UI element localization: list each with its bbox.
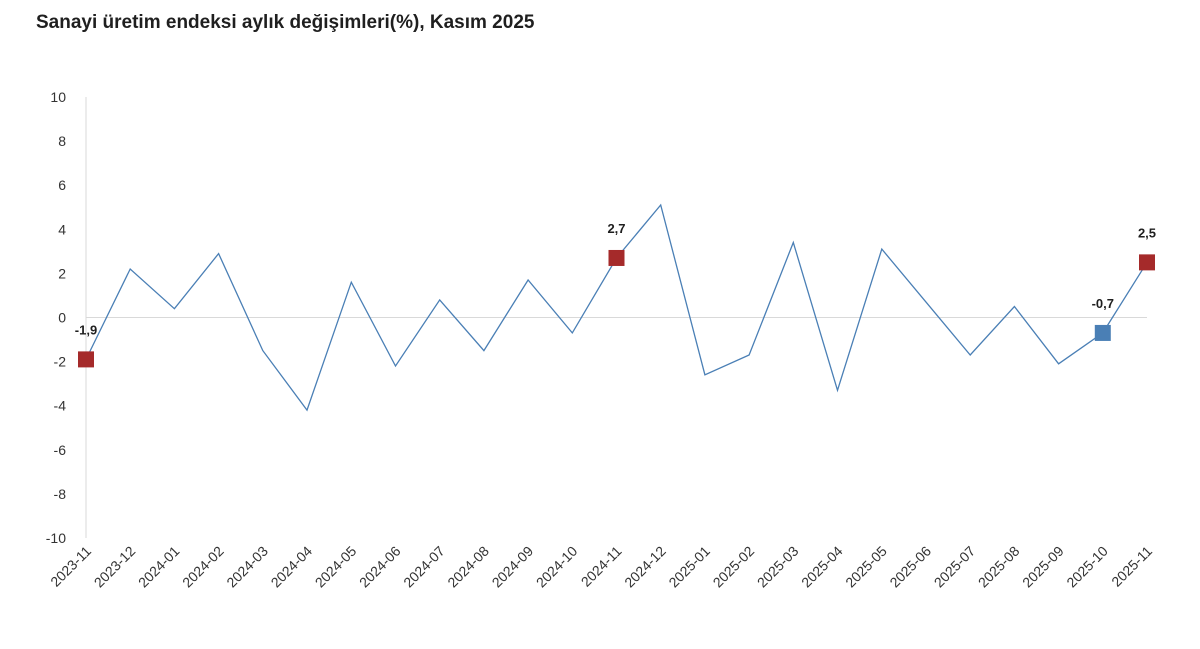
x-tick-label: 2024-05 [312, 543, 360, 591]
x-tick-label: 2024-07 [400, 543, 448, 591]
chart-title: Sanayi üretim endeksi aylık değişimleri(… [36, 12, 535, 33]
x-tick-label: 2023-11 [47, 543, 94, 590]
x-tick-label: 2025-10 [1063, 543, 1111, 591]
x-tick-label: 2025-05 [842, 543, 890, 591]
x-tick-label: 2024-01 [135, 543, 183, 591]
data-point-marker [608, 249, 625, 266]
x-tick-label: 2025-08 [975, 543, 1023, 591]
data-point-marker [1094, 324, 1111, 341]
x-tick-label: 2025-09 [1019, 543, 1067, 591]
x-tick-label: 2025-03 [754, 543, 802, 591]
x-tick-label: 2025-06 [886, 543, 934, 591]
y-tick-label: -6 [54, 442, 67, 458]
y-tick-label: -2 [54, 354, 67, 370]
y-tick-label: 6 [58, 177, 66, 193]
x-tick-label: 2024-06 [356, 543, 404, 591]
x-tick-label: 2025-04 [798, 543, 846, 591]
x-tick-label: 2025-01 [665, 543, 713, 591]
y-axis: 10 8 6 4 2 0 -2 -4 -6 -8 -10 [46, 89, 1147, 546]
y-tick-label: 8 [58, 133, 66, 149]
data-label: 2,7 [607, 221, 625, 236]
x-tick-label: 2025-11 [1108, 543, 1155, 590]
x-tick-label: 2023-12 [91, 543, 139, 591]
data-label: 2,5 [1138, 225, 1156, 240]
y-tick-label: -8 [54, 486, 67, 502]
y-tick-label: 0 [58, 310, 66, 326]
y-tick-label: -4 [54, 398, 67, 414]
x-tick-label: 2024-10 [533, 543, 581, 591]
x-tick-label: 2024-04 [268, 543, 316, 591]
x-tick-label: 2024-11 [578, 543, 625, 590]
x-tick-label: 2024-08 [444, 543, 492, 591]
data-point-marker [78, 351, 94, 368]
data-point-marker [1139, 254, 1155, 271]
y-tick-label: -10 [46, 530, 66, 546]
x-tick-label: 2024-03 [223, 543, 271, 591]
y-tick-label: 4 [58, 221, 66, 237]
x-tick-label: 2025-02 [710, 543, 758, 591]
data-label: -0,7 [1092, 296, 1114, 311]
y-tick-label: 2 [58, 265, 66, 281]
highlight-markers: -1,9 2,7 -0,7 2,5 [75, 221, 1156, 368]
y-tick-label: 10 [50, 89, 66, 105]
x-tick-label: 2024-09 [489, 543, 537, 591]
x-tick-label: 2024-02 [179, 543, 227, 591]
x-tick-label: 2024-12 [621, 543, 669, 591]
x-axis: 2023-112023-122024-012024-022024-032024-… [47, 543, 1155, 591]
data-label: -1,9 [75, 322, 97, 337]
x-tick-label: 2025-07 [931, 543, 979, 591]
